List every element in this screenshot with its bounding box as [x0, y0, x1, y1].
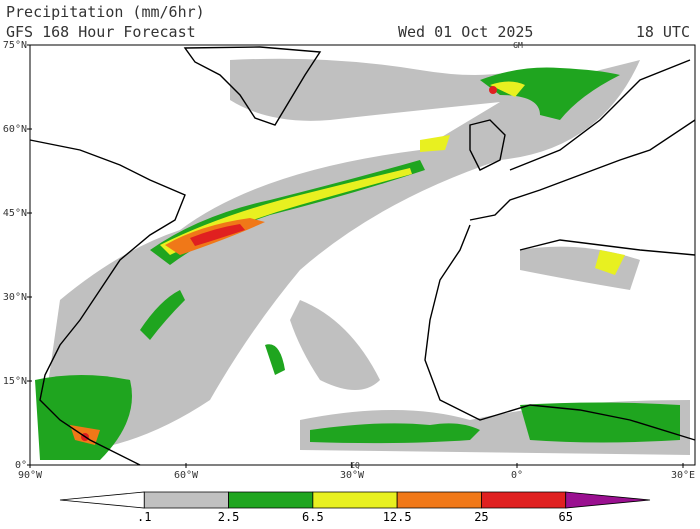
- lon-label: 30°W: [340, 470, 365, 481]
- map-marker: GM: [513, 41, 523, 50]
- colorbar-segment: [143, 491, 229, 509]
- colorbar-segment: [228, 491, 314, 509]
- lat-label: 0°: [15, 460, 27, 471]
- map-title: Precipitation (mm/6hr): [6, 3, 205, 21]
- colorbar-label: 2.5: [218, 510, 240, 524]
- colorbar-label: 6.5: [302, 510, 324, 524]
- map-subtitle: GFS 168 Hour Forecast: [6, 23, 196, 41]
- colorbar-label: 25: [474, 510, 488, 524]
- lon-label: 60°W: [174, 470, 199, 481]
- colorbar-segment: [565, 491, 651, 509]
- map-marker: EQ: [350, 461, 360, 470]
- precip-heavy: [160, 81, 625, 275]
- lat-label: 45°N: [3, 208, 27, 219]
- colorbar-label: 12.5: [383, 510, 412, 524]
- lon-label: 30°E: [671, 470, 695, 481]
- coastlines: [29, 46, 696, 466]
- forecast-date: Wed 01 Oct 2025: [398, 23, 533, 41]
- colorbar-segment: [59, 491, 145, 509]
- colorbar-label: 65: [558, 510, 572, 524]
- lat-label: 75°N: [3, 40, 27, 51]
- colorbar-segment: [312, 491, 398, 509]
- lon-label: 0°: [511, 470, 523, 481]
- colorbar-segment: [396, 491, 482, 509]
- map-area: [29, 44, 696, 466]
- lat-label: 30°N: [3, 292, 27, 303]
- colorbar-label: .1: [137, 510, 151, 524]
- forecast-time: 18 UTC: [636, 23, 690, 41]
- lat-label: 15°N: [3, 376, 27, 387]
- lat-label: 60°N: [3, 124, 27, 135]
- lon-label: 90°W: [18, 470, 43, 481]
- colorbar-segment: [481, 491, 567, 509]
